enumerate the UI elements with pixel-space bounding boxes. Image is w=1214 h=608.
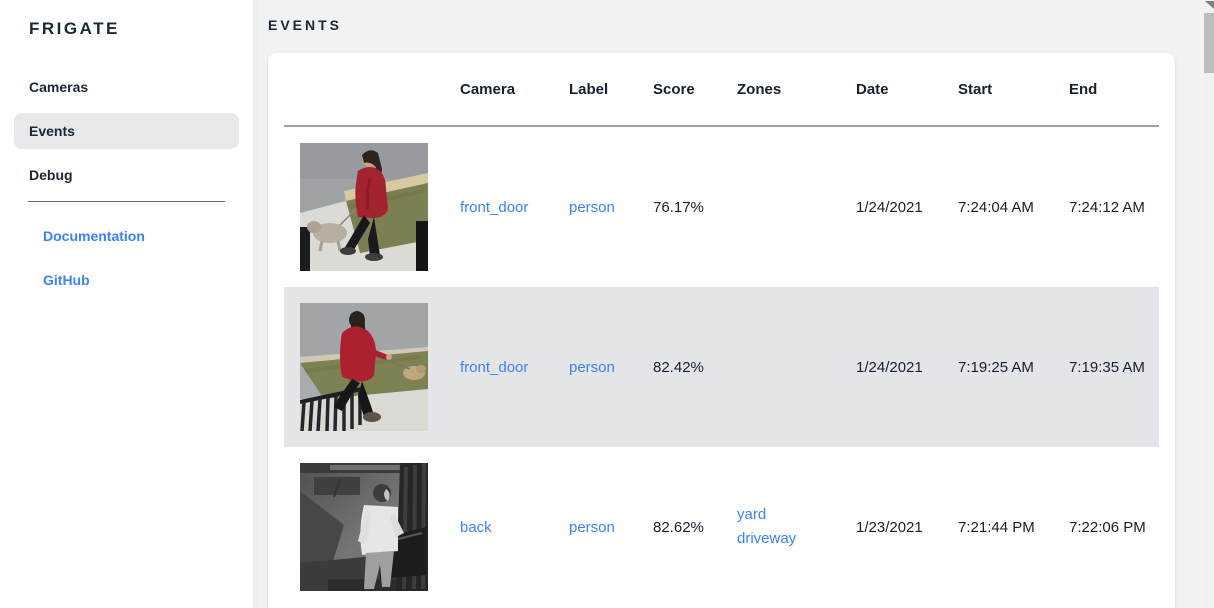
sidebar-nav: Cameras Events Debug Documentation GitHu… — [0, 69, 253, 298]
start-time-value: 7:19:25 AM — [958, 358, 1034, 376]
sidebar: FRIGATE Cameras Events Debug Documentati… — [0, 0, 253, 608]
camera-link[interactable]: back — [460, 518, 492, 536]
label-link[interactable]: person — [569, 358, 615, 376]
zone-link[interactable]: yard — [737, 506, 767, 523]
main-content: EVENTS Camera Label Score Zones Date Start End — [253, 0, 1214, 608]
label-link[interactable]: person — [569, 198, 615, 216]
column-header-date: Date — [856, 80, 889, 98]
zones-cell: yard driveway — [721, 503, 840, 551]
sidebar-item-events[interactable]: Events — [14, 113, 239, 149]
column-header-zones: Zones — [737, 80, 782, 98]
column-header-label: Label — [569, 80, 609, 98]
end-time-value: 7:22:06 PM — [1069, 518, 1146, 536]
table-row[interactable]: back person 82.62% yard driveway 1/23/202… — [284, 447, 1159, 607]
table-header-row: Camera Label Score Zones Date Start End — [284, 53, 1159, 127]
sidebar-item-label: Events — [29, 123, 75, 139]
end-time-value: 7:19:35 AM — [1069, 358, 1145, 376]
sidebar-item-debug[interactable]: Debug — [14, 157, 239, 193]
sidebar-link-documentation[interactable]: Documentation — [43, 228, 145, 244]
end-time-value: 7:24:12 AM — [1069, 198, 1145, 216]
event-thumbnail[interactable] — [284, 463, 444, 591]
sidebar-item-label: Debug — [29, 167, 73, 183]
page-title: EVENTS — [268, 17, 343, 33]
table-body: front_door person 76.17% 1/24/2021 7:24:… — [284, 127, 1159, 607]
event-thumbnail[interactable] — [284, 143, 444, 271]
score-value: 76.17% — [653, 198, 704, 216]
events-card: Camera Label Score Zones Date Start End front_… — [268, 53, 1175, 608]
column-header-start: Start — [958, 80, 993, 98]
start-time-value: 7:24:04 AM — [958, 198, 1034, 216]
column-header-score: Score — [653, 80, 695, 98]
label-link[interactable]: person — [569, 518, 615, 536]
camera-link[interactable]: front_door — [460, 358, 529, 376]
start-time-value: 7:21:44 PM — [958, 518, 1035, 536]
thumbnail-person-red-coat-walking-dog — [300, 143, 428, 271]
scrollbar-thumb[interactable] — [1204, 13, 1214, 73]
date-value: 1/24/2021 — [856, 198, 923, 216]
sidebar-link-github[interactable]: GitHub — [43, 272, 90, 288]
zone-link[interactable]: driveway — [737, 530, 797, 547]
table-row[interactable]: front_door person 82.42% 1/24/2021 7:19:… — [284, 287, 1159, 447]
event-thumbnail[interactable] — [284, 303, 444, 431]
thumbnail-person-red-hoodie-walking-dog — [300, 303, 428, 431]
camera-link[interactable]: front_door — [460, 198, 529, 216]
column-header-end: End — [1069, 80, 1098, 98]
scrollbar-up-arrow-icon[interactable] — [1205, 1, 1214, 9]
column-header-camera: Camera — [460, 80, 516, 98]
sidebar-item-label: Cameras — [29, 79, 89, 95]
thumbnail-person-night-infrared — [300, 463, 428, 591]
date-value: 1/24/2021 — [856, 358, 923, 376]
table-row[interactable]: front_door person 76.17% 1/24/2021 7:24:… — [284, 127, 1159, 287]
score-value: 82.42% — [653, 358, 704, 376]
vertical-scrollbar[interactable] — [1204, 0, 1214, 608]
sidebar-divider — [28, 201, 225, 202]
app-logo: FRIGATE — [29, 19, 120, 38]
score-value: 82.62% — [653, 518, 704, 536]
sidebar-item-cameras[interactable]: Cameras — [14, 69, 239, 105]
date-value: 1/23/2021 — [856, 518, 923, 536]
